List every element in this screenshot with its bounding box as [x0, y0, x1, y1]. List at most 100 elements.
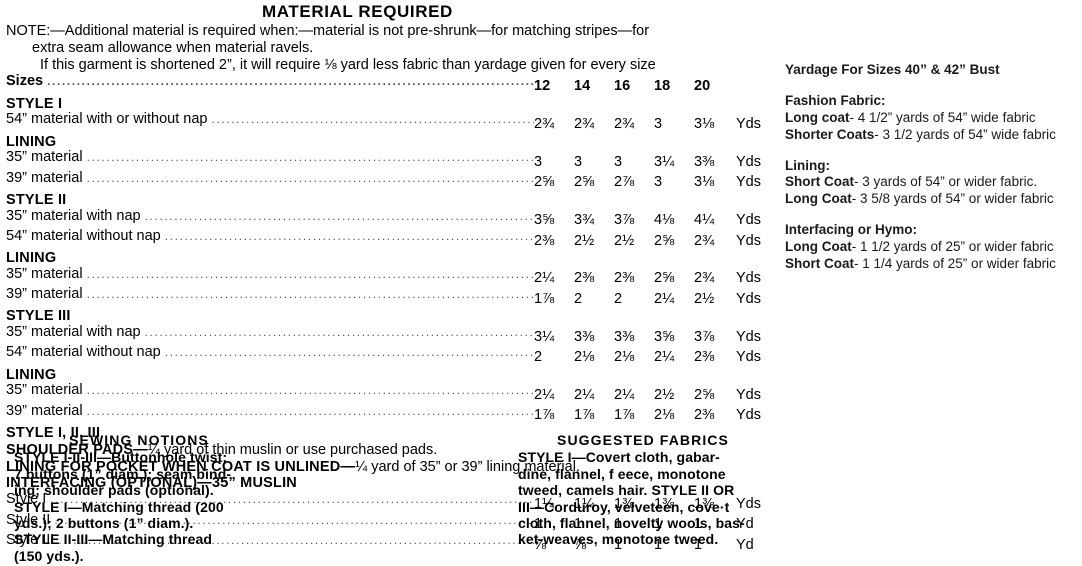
section-heading-row: STYLE III — [0, 307, 776, 325]
size-value-cell: 3⅝ — [534, 212, 555, 229]
unit-cell: Yds — [736, 407, 761, 424]
section-heading-row: LINING — [0, 133, 776, 151]
size-value-cell: 3⅛ — [694, 174, 715, 191]
size-value-cell: 2½ — [654, 387, 675, 404]
suggested-fabrics-line: III—Corduroy, velveteen, cove·t — [518, 498, 730, 515]
size-value-cell: ⅞ — [534, 536, 547, 553]
leader-dots: ........................................… — [58, 532, 534, 547]
section-heading: LINING — [6, 366, 57, 383]
size-value-cell: 3¼ — [654, 153, 675, 170]
leader-dots: ........................................… — [164, 228, 534, 243]
section-heading-row: LINING — [0, 366, 776, 384]
size-value-cell: 1¼ — [574, 495, 595, 512]
size-value-cell: 3⅜ — [574, 328, 595, 345]
sidebar-item-text: - 3 1/2 yards of 54” wide fabric — [874, 126, 1056, 142]
sidebar-item: Long coat- 4 1/2” yards of 54” wide fabr… — [785, 110, 1077, 127]
row-label-cell: 39” material............................… — [0, 404, 534, 424]
row-label-cell: 35” material............................… — [0, 383, 534, 403]
yardage-row: 35” material............................… — [0, 150, 776, 170]
size-value-cell: 2⅝ — [534, 174, 555, 191]
row-label-cell: Style III...............................… — [0, 533, 534, 553]
unit-cell: Yd — [736, 536, 754, 553]
suggested-fabrics-line: dine, flannel, f eece, monotone — [518, 465, 726, 482]
suggested-fabrics-column: SUGGESTED FABRICS STYLE I—Covert cloth, … — [518, 432, 768, 548]
page-title: MATERIAL REQUIRED — [262, 2, 453, 21]
size-value-cell: 1 — [694, 516, 703, 533]
row-label: 35” material with nap — [6, 325, 141, 341]
size-value-cell: 20 — [694, 77, 711, 94]
unit-cell: Yds — [736, 153, 761, 170]
size-value-cell: 3⅛ — [694, 115, 715, 132]
size-value-cell: 3 — [654, 115, 663, 132]
sidebar-item: Long Coat- 1 1/2 yards of 25” or wider f… — [785, 239, 1077, 256]
suggested-fabrics-line: STYLE I—Covert cloth, gabar- — [518, 449, 720, 466]
sidebar-item-text: - 3 yards of 54” or wider fabric. — [854, 174, 1038, 190]
note-line: NOTE:—Additional material is required wh… — [6, 23, 650, 39]
sewing-notions-column: SEWING NOTIONS STYLE I-II-III—Buttonhole… — [14, 432, 264, 564]
row-label-cell: Style II................................… — [0, 513, 534, 533]
row-label-cell: 39” material............................… — [0, 287, 534, 307]
row-label-cell: 54” material with or without nap........… — [0, 112, 534, 132]
leader-dots: ........................................… — [86, 150, 534, 165]
sewing-notions-line: STYLE II-III—Matching thread — [14, 531, 213, 548]
size-value-cell: 3⅞ — [694, 328, 715, 345]
section-heading-row: LINING — [0, 249, 776, 267]
size-value-cell: ⅞ — [574, 536, 587, 553]
size-value-cell: 2⅛ — [654, 407, 675, 424]
row-label-cell: Style I.................................… — [0, 492, 534, 512]
row-label: 39” material — [6, 287, 83, 303]
section-heading: STYLE II — [6, 191, 67, 208]
sewing-notions-line: STYLE I—Matching thread (200 — [14, 498, 224, 515]
size-value-cell: 3⅝ — [654, 328, 675, 345]
sewing-notions-line: yds.); 2 buttons (1” diam.). — [14, 514, 194, 531]
interfacing-row: Style I.................................… — [0, 492, 776, 512]
sidebar-title: Yardage For Sizes 40” & 42” Bust — [785, 62, 1000, 77]
size-value-cell: 3¾ — [574, 212, 595, 229]
sidebar-subheading: Interfacing or Hymo: — [785, 222, 918, 238]
unit-cell: Yds — [736, 232, 761, 249]
size-value-cell: 1⅜ — [614, 495, 635, 512]
unit-cell: Yds — [736, 174, 761, 191]
size-value-cell: 2¼ — [614, 387, 635, 404]
block-note-label: LINING FOR POCKET WHEN COAT IS UNLINED— — [6, 458, 356, 475]
sewing-notions-line: 7 buttons (1” diam.); seam bind- — [14, 465, 232, 482]
size-value-cell: 1⅜ — [654, 495, 675, 512]
size-value-cell: 1¼ — [534, 495, 555, 512]
yardage-row: 54” material with or without nap........… — [0, 112, 776, 132]
row-label-cell: Sizes...................................… — [0, 74, 534, 94]
sidebar-item-text: - 3 5/8 yards of 54” or wider fabric — [851, 191, 1054, 207]
size-value-cell: 1 — [614, 516, 623, 533]
leader-dots: ........................................… — [144, 208, 534, 223]
block-note: STYLE I, II, III — [6, 425, 775, 442]
interfacing-row: Style III...............................… — [0, 533, 776, 553]
yardage-row: 39” material............................… — [0, 404, 776, 424]
sewing-notions-line: (150 yds.). — [14, 547, 84, 564]
size-value-cell: 2⅜ — [694, 407, 715, 424]
material-required-panel: MATERIAL REQUIRED NOTE:—Additional mater… — [0, 2, 776, 564]
unit-cell: Yds — [736, 270, 761, 287]
size-value-cell: 2½ — [614, 232, 635, 249]
unit-cell: Yds — [736, 328, 761, 345]
size-value-cell: 2⅝ — [574, 174, 595, 191]
row-label-cell: 54” material without nap................… — [0, 229, 534, 249]
row-label-cell: 35” material with nap...................… — [0, 325, 534, 345]
yardage-row: 35” material with nap...................… — [0, 209, 776, 229]
sidebar-item-label: Long Coat — [785, 191, 852, 207]
note-line: extra seam allowance when material ravel… — [32, 40, 314, 57]
section-heading: STYLE I — [6, 95, 63, 112]
size-value-cell: 2⅛ — [614, 349, 635, 366]
block-note-label: SHOULDER PADS— — [6, 441, 148, 458]
size-value-cell: 1⅞ — [534, 290, 555, 307]
size-value-cell: 2⅝ — [654, 232, 675, 249]
sidebar-group: Lining: Short Coat- 3 yards of 54” or wid… — [785, 158, 1077, 209]
row-label-cell: 35” material............................… — [0, 150, 534, 170]
suggested-fabrics-heading: SUGGESTED FABRICS — [557, 432, 729, 448]
sidebar-subheading: Fashion Fabric: — [785, 92, 886, 108]
unit-cell: Yds — [736, 212, 761, 229]
row-label: 54” material with or without nap — [6, 112, 208, 128]
size-value-cell: 3 — [534, 153, 543, 170]
size-value-cell: 2¾ — [534, 115, 555, 132]
size-value-cell: 3⅜ — [614, 328, 635, 345]
sidebar-item: Shorter Coats- 3 1/2 yards of 54” wide f… — [785, 127, 1077, 144]
block-notes: STYLE I, II, III SHOULDER PADS—¼ yard of … — [0, 424, 775, 492]
